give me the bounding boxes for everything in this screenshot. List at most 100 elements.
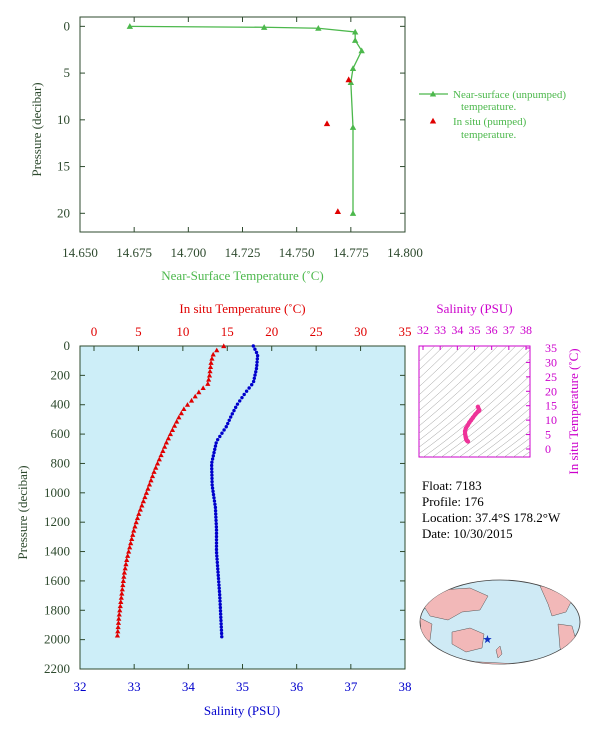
salinity-profile-point <box>217 586 221 590</box>
salinity-profile-point <box>250 383 254 387</box>
temperature-profile-point <box>136 511 142 516</box>
ts-y-tick-label: 20 <box>545 384 557 398</box>
profile-top-tick-label: 5 <box>135 324 142 339</box>
profile-top-tick-label: 0 <box>91 324 98 339</box>
profile-top-tick-label: 20 <box>265 324 278 339</box>
temperature-profile-point <box>207 364 214 370</box>
temperature-profile-point <box>156 456 162 462</box>
salinity-profile-point <box>214 528 219 532</box>
near-surface-plot-frame <box>79 16 406 233</box>
salinity-profile-point <box>212 496 216 500</box>
profile-row: Profile: 176 <box>422 494 560 510</box>
near-surface-x-tick-label: 14.675 <box>116 245 152 260</box>
salinity-profile-point <box>253 373 257 377</box>
temperature-profile-point <box>130 532 136 537</box>
temperature-profile-point <box>121 569 128 575</box>
salinity-profile-point <box>214 547 219 552</box>
float-info-panel: Float: 7183 Profile: 176 Location: 37.4°… <box>422 478 560 542</box>
salinity-profile-point <box>210 473 214 477</box>
temperature-profile-point <box>115 620 122 625</box>
salinity-profile-point <box>210 483 214 487</box>
salinity-profile-point <box>218 605 223 610</box>
ts-x-tick-label: 32 <box>417 323 429 337</box>
salinity-profile-point <box>254 366 259 371</box>
salinity-profile-point <box>220 635 224 639</box>
temperature-profile-point <box>118 595 124 600</box>
profile-label: Profile: <box>422 494 461 509</box>
map-australia-landmass <box>451 627 485 653</box>
temperature-profile-point <box>134 515 141 521</box>
salinity-profile-point <box>235 402 240 406</box>
ts-profile-point <box>475 409 481 414</box>
salinity-profile-point <box>229 415 233 419</box>
profile-y-axis-label: Pressure (decibar) <box>15 465 30 559</box>
salinity-profile-point <box>220 431 224 435</box>
ts-isopycnal-curve <box>419 346 445 371</box>
temperature-profile-point <box>158 452 164 458</box>
near-surface-y-axis-label: Pressure (decibar) <box>29 82 44 176</box>
ts-isopycnal-curve <box>485 423 530 457</box>
profile-y-tick-label: 0 <box>64 338 71 353</box>
salinity-profile-point <box>255 363 259 368</box>
in-situ-temperature-point <box>345 76 352 83</box>
temperature-profile-point <box>123 561 129 567</box>
temperature-profile-point <box>132 523 138 529</box>
temperature-profile-point <box>129 536 135 542</box>
salinity-profile-point <box>214 441 218 445</box>
salinity-profile-point <box>219 628 224 632</box>
float-label: Float: <box>422 478 453 493</box>
salinity-profile-point <box>218 602 222 607</box>
salinity-profile-point <box>213 502 217 506</box>
date-row: Date: 10/30/2015 <box>422 526 560 542</box>
ts-isopycnal-curve <box>440 383 530 457</box>
near-surface-temperature-point <box>126 23 134 29</box>
salinity-profile-point <box>215 437 220 442</box>
temperature-profile-point <box>140 498 146 504</box>
near-surface-temperature-point <box>351 37 359 43</box>
salinity-profile-point <box>214 534 219 539</box>
temperature-profile-point <box>207 368 213 374</box>
temperature-profile-point <box>169 427 176 432</box>
temperature-profile-point <box>125 553 131 558</box>
legend-in-situ-label: In situ (pumped) <box>453 116 527 128</box>
near-surface-temperature-point <box>351 28 359 35</box>
salinity-profile-point <box>251 344 256 348</box>
salinity-profile-point <box>217 593 222 597</box>
salinity-profile-point <box>215 560 220 565</box>
temperature-profile-point <box>143 490 150 495</box>
salinity-profile-point <box>210 479 214 484</box>
ts-isopycnal-curve <box>503 437 530 457</box>
salinity-profile-point <box>217 589 222 594</box>
ts-y-tick-label: 10 <box>545 413 557 427</box>
ts-isopycnal-curve <box>419 346 508 427</box>
ts-isopycnal-curve <box>458 399 530 457</box>
salinity-profile-point <box>218 596 222 600</box>
temperature-profile-point <box>174 418 180 424</box>
salinity-profile-point <box>214 525 219 529</box>
ts-isopycnal-curve <box>449 391 530 457</box>
profile-bottom-tick-label: 34 <box>182 679 196 694</box>
ts-diagram-chart: 32 33 34 35 36 37 38 Salinity (PSU) 051015202530… <box>417 301 581 475</box>
near-surface-temperature-point <box>260 24 268 30</box>
ts-isopycnal-curve <box>419 346 481 404</box>
salinity-profile-point <box>211 489 215 494</box>
salinity-profile-point <box>210 460 214 464</box>
profile-y-tick-label: 2200 <box>44 661 70 676</box>
temperature-profile-point <box>171 423 178 428</box>
near-surface-temperature-point <box>358 47 365 54</box>
salinity-profile-point <box>219 622 223 626</box>
salinity-profile-point <box>217 583 221 587</box>
salinity-profile-point <box>216 573 220 578</box>
ts-isopycnal-curve <box>476 415 530 457</box>
temperature-profile-point <box>206 372 213 378</box>
near-surface-chart: 14.650 14.675 14.700 14.725 14.750 14.775 14.8… <box>29 16 566 283</box>
ts-profile-point <box>473 412 478 417</box>
near-surface-y-tick-label: 0 <box>64 18 71 33</box>
near-surface-temperature-point <box>349 210 357 216</box>
profile-bottom-axis-label: Salinity (PSU) <box>204 703 280 718</box>
near-surface-temperature-point <box>315 25 322 31</box>
ts-isopycnal-curve <box>431 375 530 457</box>
temperature-profile-point <box>124 557 130 563</box>
ts-isopycnal-curve <box>512 444 530 457</box>
